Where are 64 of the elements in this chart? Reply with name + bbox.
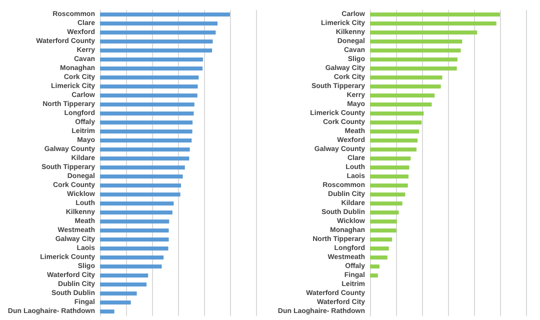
bar xyxy=(370,246,389,250)
bar xyxy=(100,238,169,242)
bar xyxy=(100,228,169,232)
bar xyxy=(100,12,230,16)
bar xyxy=(370,76,442,80)
bar xyxy=(100,310,114,314)
bar xyxy=(370,228,397,232)
bar xyxy=(370,274,378,278)
bar xyxy=(100,40,213,44)
bar xyxy=(370,264,380,268)
bar xyxy=(100,102,194,106)
bar xyxy=(100,300,131,304)
bar xyxy=(370,58,458,62)
bar xyxy=(370,256,388,260)
bar xyxy=(370,48,461,52)
bar xyxy=(100,48,212,52)
bar xyxy=(100,148,190,152)
bar xyxy=(100,166,185,170)
bar xyxy=(100,76,199,80)
bar xyxy=(100,264,162,268)
bar xyxy=(100,138,192,142)
bar xyxy=(370,12,500,16)
bar xyxy=(100,292,137,296)
bar xyxy=(100,130,192,134)
bar xyxy=(100,22,218,26)
bar xyxy=(100,174,183,178)
bar xyxy=(370,184,408,188)
bar xyxy=(100,30,216,34)
bar xyxy=(370,138,418,142)
bar xyxy=(370,84,441,88)
bar xyxy=(100,256,164,260)
bar xyxy=(370,166,410,170)
bar xyxy=(100,282,147,286)
bar xyxy=(370,210,399,214)
bar xyxy=(100,66,203,70)
bar xyxy=(370,202,402,206)
bar xyxy=(100,156,190,160)
bar xyxy=(100,202,174,206)
bar xyxy=(370,148,417,152)
bar xyxy=(370,120,422,124)
bar xyxy=(370,238,392,242)
bar xyxy=(370,220,397,224)
bar xyxy=(100,220,170,224)
bar xyxy=(100,274,148,278)
bar xyxy=(370,22,496,26)
bar xyxy=(100,246,168,250)
bar xyxy=(100,94,198,98)
bar xyxy=(370,130,420,134)
bar xyxy=(370,112,424,116)
bar xyxy=(100,120,193,124)
bar xyxy=(370,30,478,34)
bar xyxy=(370,94,435,98)
bar xyxy=(100,184,181,188)
bar xyxy=(370,66,457,70)
bar xyxy=(100,58,203,62)
bar xyxy=(370,156,411,160)
bar xyxy=(100,112,194,116)
bar xyxy=(100,192,180,196)
bar xyxy=(370,40,462,44)
bar xyxy=(370,174,408,178)
bar xyxy=(370,192,406,196)
bar xyxy=(100,84,198,88)
bar xyxy=(100,210,172,214)
bar xyxy=(370,102,432,106)
